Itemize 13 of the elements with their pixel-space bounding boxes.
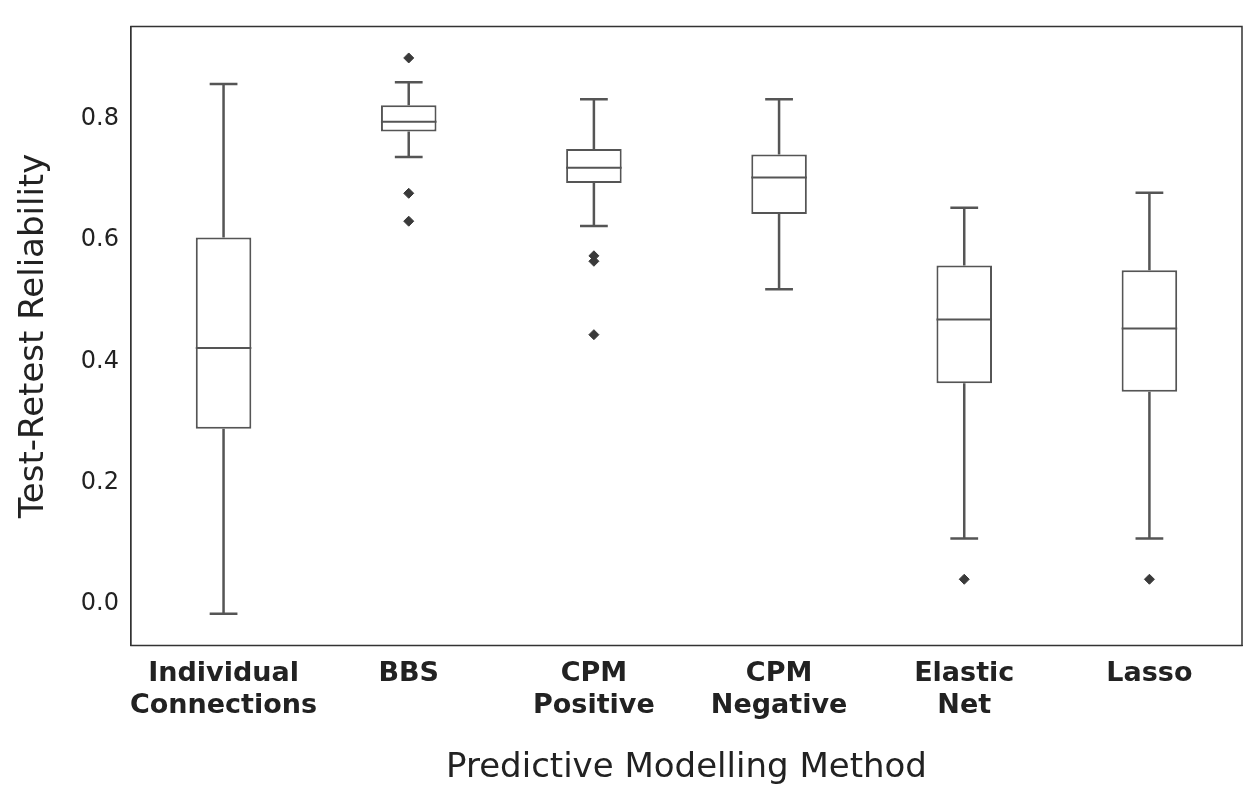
x-tick-label: Lasso	[1106, 655, 1193, 687]
x-axis-title: Predictive Modelling Method	[446, 745, 927, 786]
x-tick-label: CPM Negative	[710, 655, 848, 720]
x-tick-label: Individual Connections	[129, 655, 318, 720]
x-tick-label: CPM Positive	[533, 655, 655, 720]
y-tick-label: 0.8	[80, 102, 119, 131]
y-tick-label: 0.2	[80, 467, 119, 495]
x-tick-label: Elastic Net	[914, 655, 1015, 720]
y-axis-title: Test-Retest Reliability	[11, 153, 52, 520]
y-tick-label: 0.0	[80, 588, 119, 617]
y-tick-label: 0.6	[80, 224, 119, 253]
x-tick-label: BBS	[378, 655, 440, 687]
y-tick-label: 0.4	[80, 345, 119, 374]
